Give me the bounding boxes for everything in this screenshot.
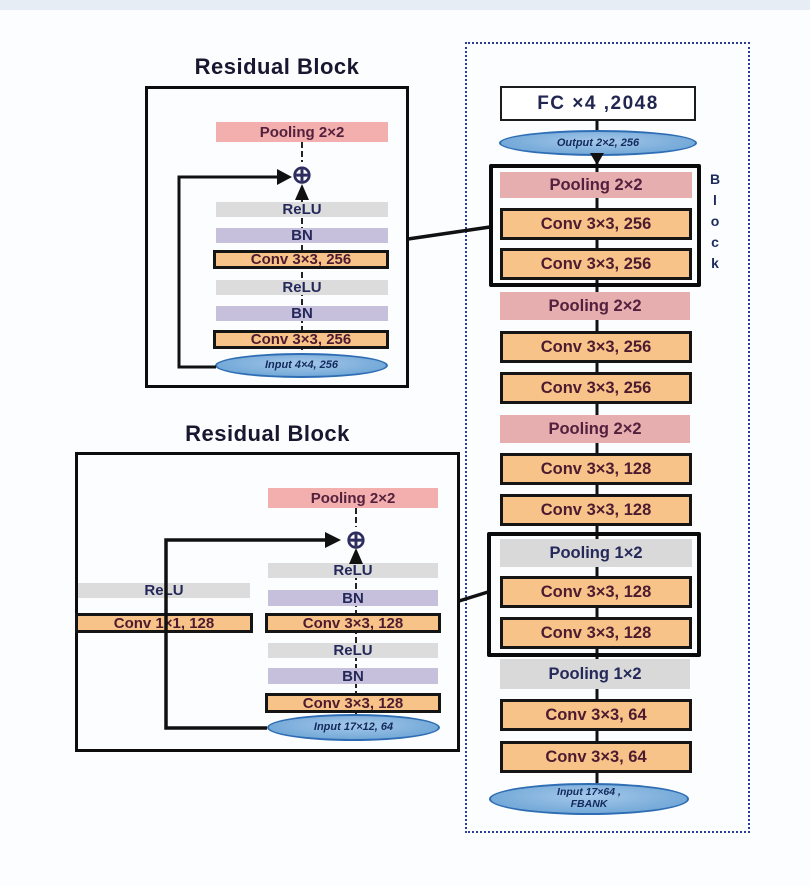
block-group-border: [489, 164, 701, 287]
residual-block-bottom-title: Residual Block: [185, 421, 350, 446]
add-operator-icon: ⊕: [345, 526, 367, 554]
relu-bar: ReLU: [216, 279, 388, 296]
bn-bar: BN: [216, 305, 388, 322]
conv-bar: Conv 3×3, 128: [265, 693, 441, 713]
block-group-border: [487, 532, 701, 657]
input-label: Input 4×4, 256: [264, 359, 339, 372]
pooling-bar: Pooling 2×2: [268, 488, 438, 508]
block-side-label: B l o c k: [709, 171, 721, 271]
pooling-bar: Pooling 2×2: [500, 415, 690, 443]
relu-bar: ReLU: [268, 562, 438, 579]
conv-bar: Conv 3×3, 256: [500, 372, 692, 404]
bottom-edge-strip: [0, 0, 810, 10]
input-label-line2: FBANK: [570, 798, 608, 810]
network-dotted-border: [465, 42, 750, 833]
fc-layer-box: FC ×4 ,2048: [500, 86, 696, 121]
output-label: Output 2×2, 256: [556, 136, 640, 149]
pooling-bar: Pooling 2×2: [216, 122, 388, 142]
residual-block-top-title: Residual Block: [194, 54, 360, 79]
conv-bar: Conv 3×3, 128: [500, 494, 692, 526]
input-label: Input 17×12, 64: [313, 721, 394, 734]
pooling-bar: Pooling 1×2: [500, 659, 690, 689]
pooling-bar: Pooling 2×2: [500, 292, 690, 320]
output-ellipse: Output 2×2, 256: [499, 130, 697, 156]
conv-bar: Conv 3×3, 256: [500, 331, 692, 363]
input-ellipse: Input 17×64 , FBANK: [489, 783, 689, 815]
conv-bar: Conv 3×3, 64: [500, 699, 692, 731]
relu-bar: ReLU: [216, 201, 388, 218]
conv-bar: Conv 3×3, 128: [500, 453, 692, 485]
conv-bar: Conv 3×3, 256: [213, 250, 389, 269]
residual-block-top-border: [145, 86, 409, 388]
relu-bar: ReLU: [78, 582, 250, 599]
bn-bar: BN: [268, 668, 438, 685]
bn-bar: BN: [216, 227, 388, 244]
input-ellipse: Input 17×12, 64: [267, 714, 440, 741]
conv-bar: Conv 3×3, 128: [265, 613, 441, 633]
add-operator-icon: ⊕: [291, 161, 313, 189]
relu-bar: ReLU: [268, 642, 438, 659]
input-ellipse: Input 4×4, 256: [215, 353, 388, 378]
conv-bar: Conv 3×3, 64: [500, 741, 692, 773]
input-label-line1: Input 17×64 ,: [557, 786, 621, 799]
conv-bar: Conv 1×1, 128: [75, 613, 253, 633]
bn-bar: BN: [268, 590, 438, 607]
conv-bar: Conv 3×3, 256: [213, 330, 389, 349]
